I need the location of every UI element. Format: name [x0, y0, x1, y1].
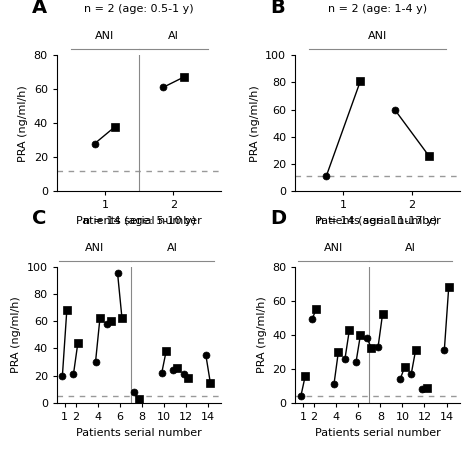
Text: n = 2 (age: 1-4 y): n = 2 (age: 1-4 y)	[328, 4, 427, 14]
Y-axis label: PRA (ng/ml/h): PRA (ng/ml/h)	[250, 85, 260, 162]
Text: AI: AI	[405, 243, 416, 253]
Y-axis label: PRA (ng/ml/h): PRA (ng/ml/h)	[18, 85, 28, 162]
Text: B: B	[271, 0, 285, 16]
Text: ANI: ANI	[368, 31, 387, 41]
Text: C: C	[32, 209, 46, 228]
Y-axis label: PRA (ng/ml/h): PRA (ng/ml/h)	[11, 296, 21, 373]
X-axis label: Patients serial number: Patients serial number	[315, 428, 440, 438]
Text: ANI: ANI	[85, 243, 105, 253]
Text: n = 14 (age: 11-17 y): n = 14 (age: 11-17 y)	[318, 216, 438, 226]
Text: AI: AI	[167, 243, 178, 253]
Text: AI: AI	[168, 31, 179, 41]
Text: ANI: ANI	[95, 31, 114, 41]
Text: A: A	[32, 0, 47, 16]
X-axis label: Patients serial number: Patients serial number	[315, 216, 440, 226]
Text: n = 2 (age: 0.5-1 y): n = 2 (age: 0.5-1 y)	[84, 4, 194, 14]
X-axis label: Patients serial number: Patients serial number	[76, 216, 202, 226]
Y-axis label: PRA (ng/ml/h): PRA (ng/ml/h)	[256, 296, 266, 373]
Text: ANI: ANI	[324, 243, 343, 253]
Text: n = 14 (age: 5-10 y): n = 14 (age: 5-10 y)	[82, 216, 196, 226]
X-axis label: Patients serial number: Patients serial number	[76, 428, 202, 438]
Text: D: D	[271, 209, 287, 228]
